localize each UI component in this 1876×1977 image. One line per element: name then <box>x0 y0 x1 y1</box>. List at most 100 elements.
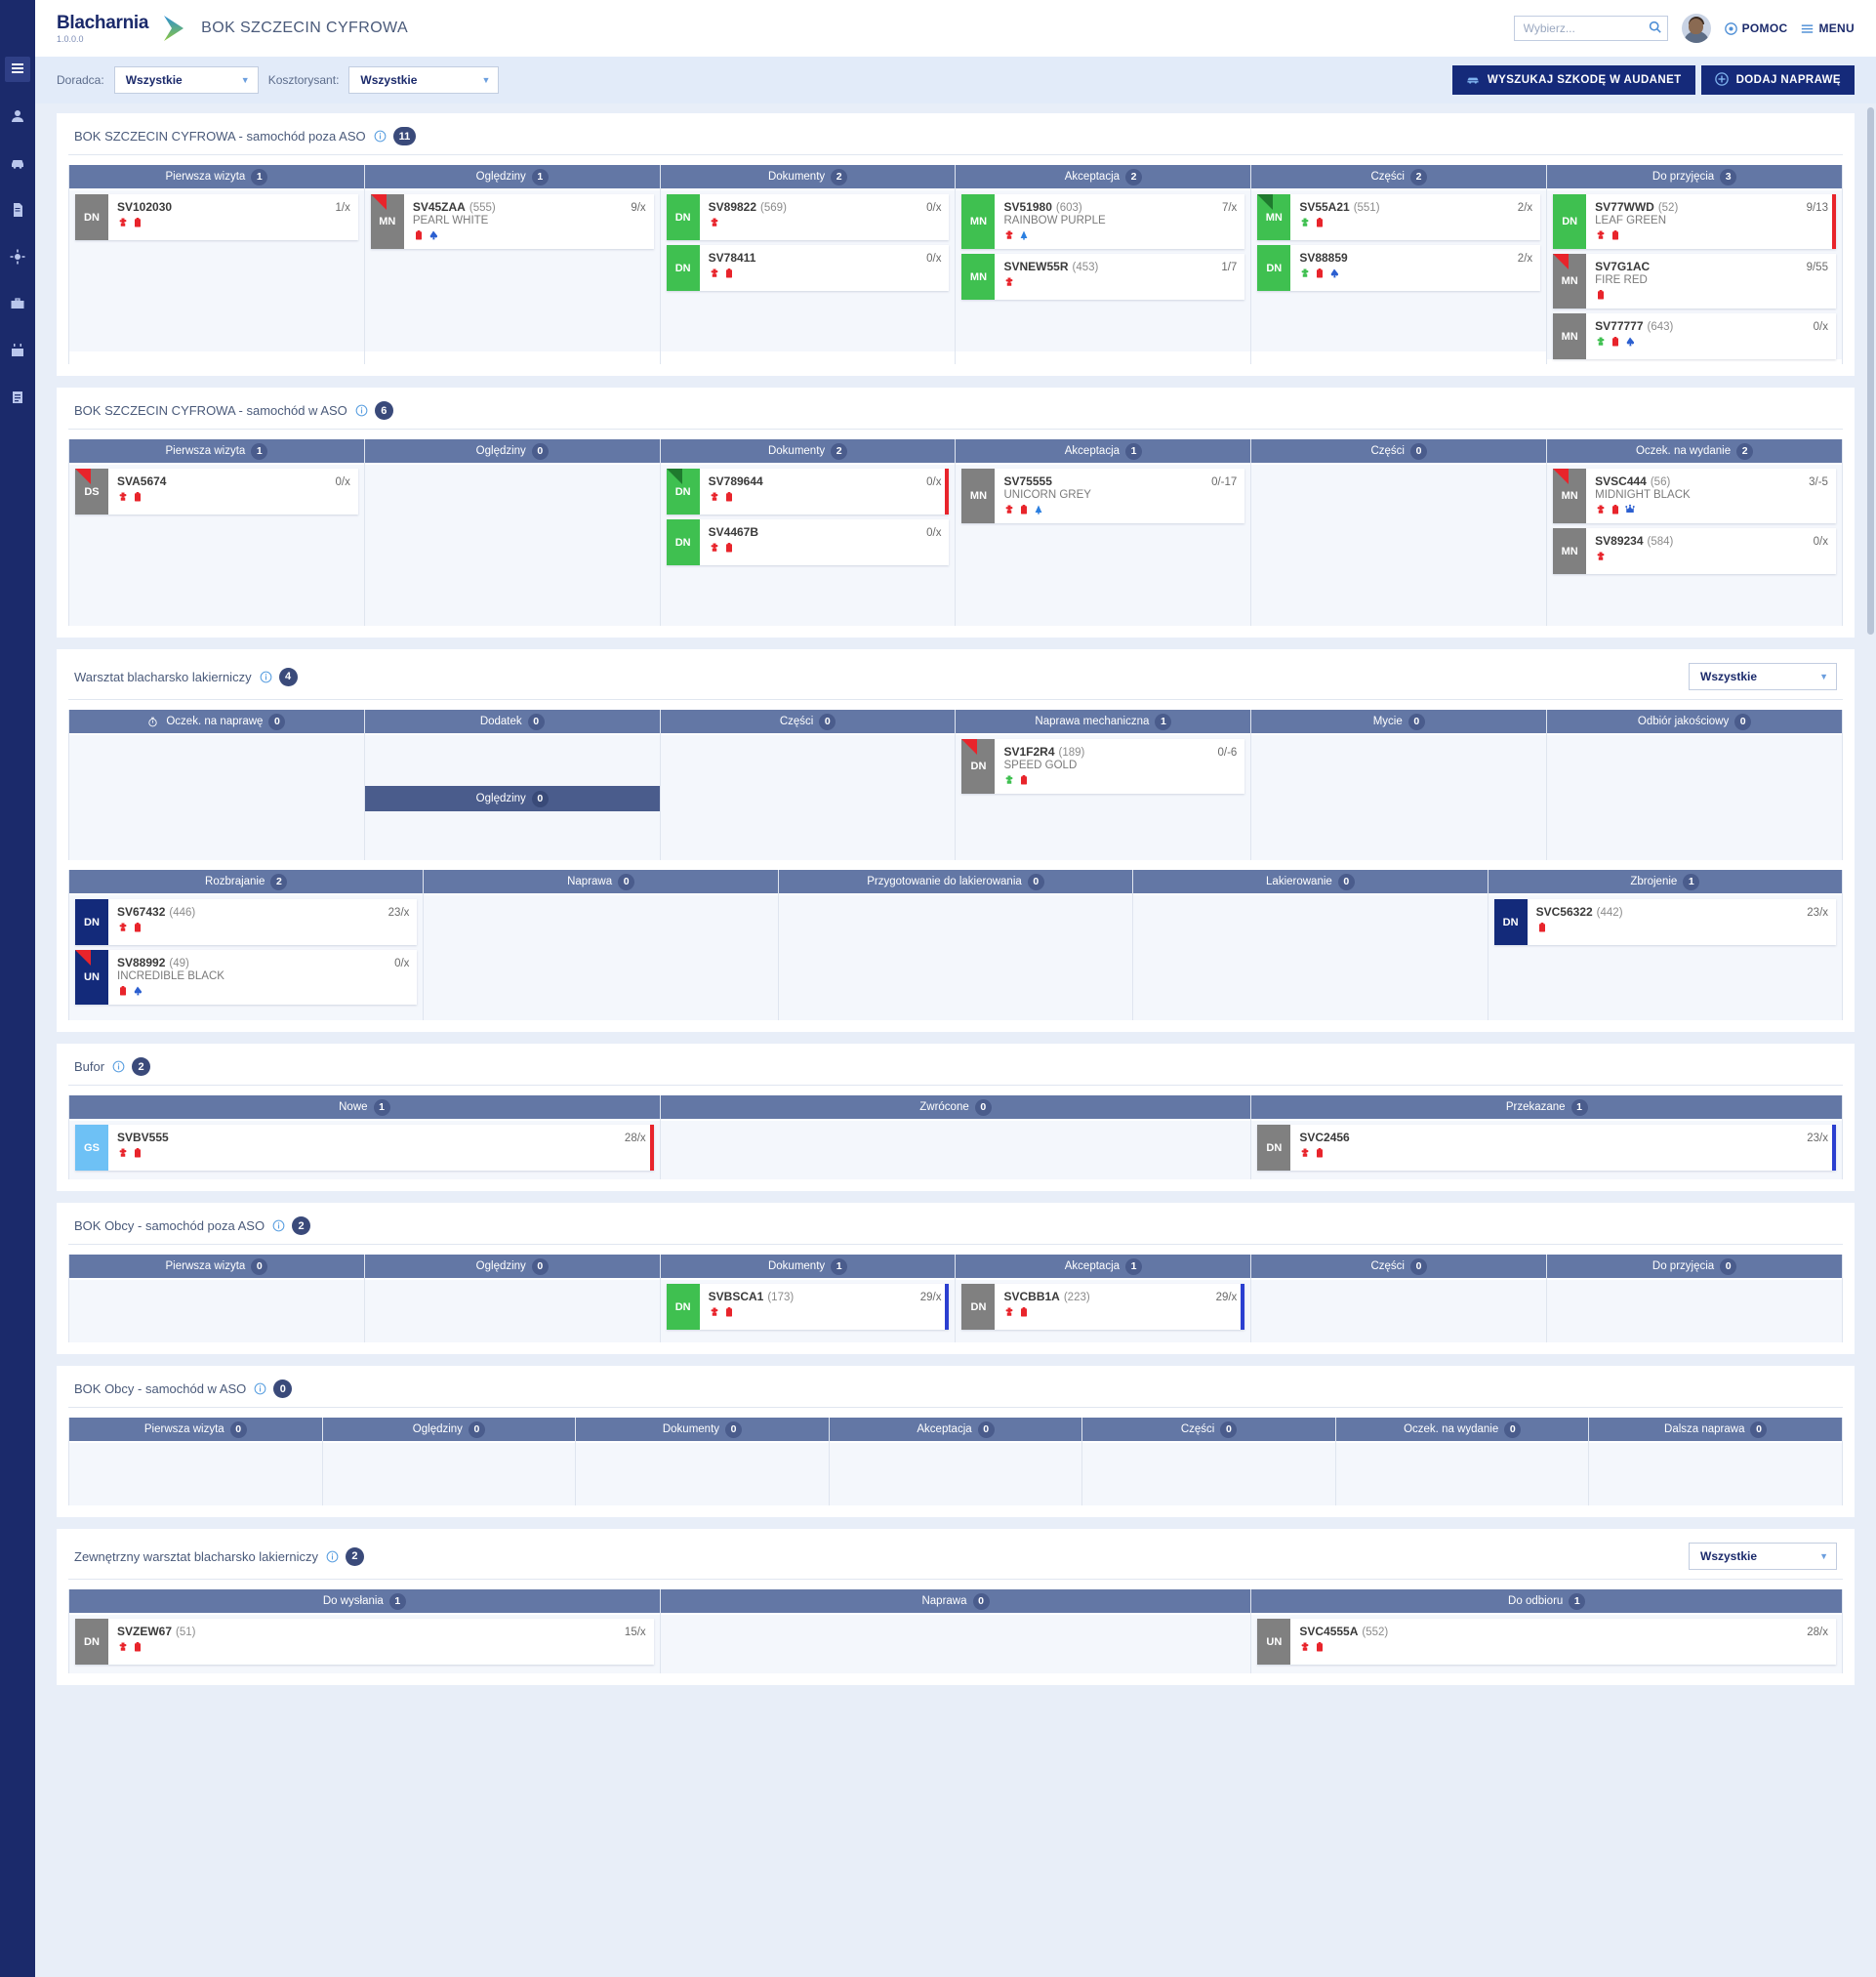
column-body[interactable]: MN SVSC444 (56) 3/-5 MIDNIGHT BLACK MN SV89234… <box>1547 465 1842 626</box>
section-filter-select[interactable]: Wszystkie ▼ <box>1689 663 1837 690</box>
column-body[interactable]: DS SVA5674 0/x <box>69 465 364 626</box>
repair-card[interactable]: MN SV55A21 (551) 2/x <box>1257 194 1541 240</box>
column-header[interactable]: Oczek. na naprawę 0 <box>69 710 364 735</box>
column-subheader[interactable]: Oględziny 0 <box>364 786 660 811</box>
column-body[interactable] <box>364 1280 660 1342</box>
repair-card[interactable]: MN SV7G1AC 9/55 FIRE RED <box>1553 254 1836 309</box>
doradca-select[interactable]: Wszystkie ▼ <box>113 66 259 94</box>
repair-card[interactable]: DN SV77WWD (52) 9/13 LEAF GREEN <box>1553 194 1836 249</box>
column-header[interactable]: Do przyjęcia 3 <box>1547 165 1842 190</box>
repair-card[interactable]: MN SVSC444 (56) 3/-5 MIDNIGHT BLACK <box>1553 469 1836 523</box>
repair-card[interactable]: DN SV89822 (569) 0/x <box>666 194 950 240</box>
column-body[interactable]: DN SVZEW67 (51) 15/x <box>69 1615 660 1673</box>
car-icon[interactable] <box>5 150 30 176</box>
column-header[interactable]: Naprawa 0 <box>424 870 778 895</box>
column-header[interactable]: Przygotowanie do lakierowania 0 <box>778 870 1133 895</box>
column-body[interactable] <box>69 735 364 860</box>
search-input[interactable] <box>1523 21 1649 35</box>
column-header[interactable]: Oględziny 0 <box>364 439 660 465</box>
column-body[interactable] <box>660 1121 1251 1179</box>
repair-card[interactable]: UN SVC4555A (552) 28/x <box>1257 1619 1837 1665</box>
repair-card[interactable]: DN SV1F2R4 (189) 0/-6 SPEED GOLD <box>961 739 1245 794</box>
dashboard-icon[interactable] <box>5 57 30 82</box>
column-header[interactable]: Do wysłania 1 <box>69 1589 660 1615</box>
column-body[interactable]: DN SV1F2R4 (189) 0/-6 SPEED GOLD <box>956 735 1251 860</box>
repair-card[interactable]: MN SV75555 0/-17 UNICORN GREY <box>961 469 1245 523</box>
repair-card[interactable]: GS SVBV555 28/x <box>75 1125 654 1171</box>
column-header[interactable]: Zwrócone 0 <box>660 1095 1251 1121</box>
column-header[interactable]: Dalsza naprawa 0 <box>1589 1418 1843 1443</box>
search-icon[interactable] <box>1649 21 1661 36</box>
report-icon[interactable] <box>5 385 30 410</box>
column-body[interactable] <box>778 895 1133 1020</box>
column-body[interactable] <box>69 1443 322 1505</box>
kosztorysant-select[interactable]: Wszystkie ▼ <box>348 66 500 94</box>
info-icon[interactable] <box>374 130 387 143</box>
add-repair-button[interactable]: DODAJ NAPRAWĘ <box>1700 65 1855 95</box>
column-body[interactable] <box>660 1615 1251 1673</box>
repair-card[interactable]: DN SV88859 2/x <box>1257 245 1541 291</box>
search-audanet-button[interactable]: WYSZUKAJ SZKODĘ W AUDANET <box>1451 65 1695 95</box>
column-header[interactable]: Do przyjęcia 0 <box>1547 1255 1842 1280</box>
column-body[interactable] <box>322 1443 576 1505</box>
column-header[interactable]: Oczek. na wydanie 0 <box>1335 1418 1589 1443</box>
column-body[interactable]: DN SV77WWD (52) 9/13 LEAF GREEN MN SV7G1AC 9/55… <box>1547 190 1842 359</box>
document-icon[interactable] <box>5 197 30 223</box>
info-icon[interactable] <box>355 404 368 417</box>
board-scroll-area[interactable]: BOK SZCZECIN CYFROWA - samochód poza ASO… <box>35 103 1876 1977</box>
info-icon[interactable] <box>326 1550 339 1563</box>
repair-card[interactable]: MN SV45ZAA (555) 9/x PEARL WHITE <box>370 194 654 249</box>
column-header[interactable]: Dokumenty 2 <box>660 165 956 190</box>
column-body[interactable] <box>829 1443 1082 1505</box>
repair-card[interactable]: MN SV89234 (584) 0/x <box>1553 528 1836 574</box>
column-header[interactable]: Zbrojenie 1 <box>1488 870 1843 895</box>
users-icon[interactable] <box>5 103 30 129</box>
column-body[interactable]: GS SVBV555 28/x <box>69 1121 660 1179</box>
briefcase-icon[interactable] <box>5 291 30 316</box>
column-body[interactable] <box>660 735 956 860</box>
column-body[interactable] <box>1547 735 1842 860</box>
section-filter-select[interactable]: Wszystkie ▼ <box>1689 1543 1837 1570</box>
column-header[interactable]: Akceptacja 1 <box>956 439 1251 465</box>
repair-card[interactable]: DN SVC56322 (442) 23/x <box>1493 899 1837 945</box>
column-body[interactable]: DN SVBSCA1 (173) 29/x <box>660 1280 956 1342</box>
repair-card[interactable]: DN SV789644 0/x <box>666 469 950 515</box>
repair-card[interactable]: DN SV4467B 0/x <box>666 519 950 565</box>
search-box[interactable] <box>1513 16 1668 41</box>
column-body[interactable]: DN SV789644 0/x DN SV4467B 0/x <box>660 465 956 626</box>
column-body[interactable]: DN SV89822 (569) 0/x DN SV78411 0/x <box>660 190 956 351</box>
repair-card[interactable]: DN SVC2456 23/x <box>1257 1125 1837 1171</box>
menu-link[interactable]: MENU <box>1801 21 1855 35</box>
column-body[interactable] <box>576 1443 829 1505</box>
repair-card[interactable]: DN SVBSCA1 (173) 29/x <box>666 1284 950 1330</box>
info-icon[interactable] <box>272 1219 285 1232</box>
column-header[interactable]: Pierwsza wizyta 1 <box>69 165 364 190</box>
column-header[interactable]: Mycie 0 <box>1251 710 1547 735</box>
column-body[interactable] <box>424 895 778 1020</box>
column-header[interactable]: Lakierowanie 0 <box>1133 870 1488 895</box>
column-body[interactable] <box>1335 1443 1589 1505</box>
avatar[interactable] <box>1681 14 1711 43</box>
column-body[interactable]: MN SV75555 0/-17 UNICORN GREY <box>956 465 1251 626</box>
column-body[interactable]: DN SV67432 (446) 23/x UN SV88992 (49) 0/x INCRED… <box>69 895 424 1020</box>
column-header[interactable]: Do odbioru 1 <box>1251 1589 1843 1615</box>
column-header[interactable]: Akceptacja 2 <box>956 165 1251 190</box>
column-header[interactable]: Dokumenty 0 <box>576 1418 829 1443</box>
column-header[interactable]: Dokumenty 2 <box>660 439 956 465</box>
repair-card[interactable]: UN SV88992 (49) 0/x INCREDIBLE BLACK <box>75 950 418 1005</box>
column-header[interactable]: Naprawa 0 <box>660 1589 1251 1615</box>
column-body[interactable] <box>1547 1280 1842 1342</box>
column-header[interactable]: Przekazane 1 <box>1251 1095 1843 1121</box>
repair-card[interactable]: MN SV51980 (603) 7/x RAINBOW PURPLE <box>961 194 1245 249</box>
repair-card[interactable]: MN SVNEW55R (453) 1/7 <box>961 254 1245 300</box>
column-header[interactable]: Części 2 <box>1251 165 1547 190</box>
column-header[interactable]: Dokumenty 1 <box>660 1255 956 1280</box>
vertical-scrollbar[interactable] <box>1867 107 1874 635</box>
column-body[interactable] <box>1589 1443 1843 1505</box>
column-body[interactable]: UN SVC4555A (552) 28/x <box>1251 1615 1843 1673</box>
column-body[interactable]: DN SVC2456 23/x <box>1251 1121 1843 1179</box>
column-header[interactable]: Oględziny 0 <box>364 1255 660 1280</box>
column-header[interactable]: Oględziny 1 <box>364 165 660 190</box>
repair-card[interactable]: DN SV67432 (446) 23/x <box>75 899 418 945</box>
column-header[interactable]: Pierwsza wizyta 0 <box>69 1255 364 1280</box>
